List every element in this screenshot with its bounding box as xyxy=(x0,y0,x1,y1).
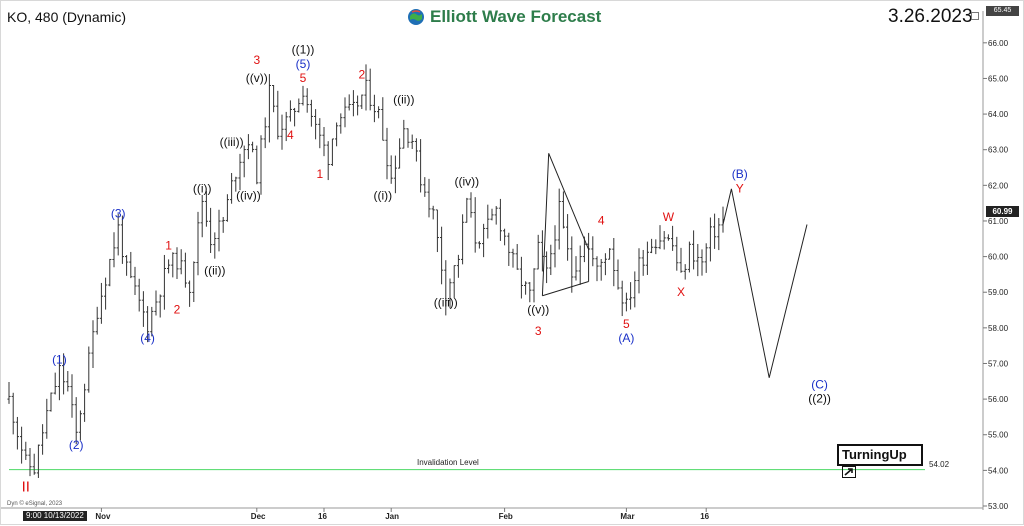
wave-label: ((i)) xyxy=(373,189,392,203)
arrow-up-right-icon xyxy=(842,466,856,478)
wave-label: 5 xyxy=(300,71,307,85)
wave-label: (A) xyxy=(618,331,634,345)
wave-label: II xyxy=(22,479,30,496)
y-tick-label: 61.00 xyxy=(988,217,1009,226)
window-control-icon[interactable] xyxy=(971,12,979,20)
wave-label: 1 xyxy=(316,167,323,181)
invalidation-label: Invalidation Level xyxy=(417,458,479,467)
wave-label: (4) xyxy=(140,331,155,345)
x-tick-label: Nov xyxy=(95,512,111,521)
x-tick-label: 16 xyxy=(700,512,709,521)
start-date-tag: 9:00 10/13/2022 xyxy=(23,511,87,521)
wave-label: (C) xyxy=(811,377,828,391)
y-tick-label: 62.00 xyxy=(988,181,1009,190)
y-tick-label: 55.00 xyxy=(988,431,1009,440)
x-tick-label: Jan xyxy=(385,512,399,521)
axis-layer: 53.00 54.00 55.00 56.00 57.00 58.00 59.00 60.00… xyxy=(1,11,1009,521)
wave-label: ((ii)) xyxy=(204,263,225,277)
chart-date: 3.26.2023 xyxy=(888,6,973,27)
x-tick-label: Dec xyxy=(251,512,266,521)
wave-label: 4 xyxy=(598,214,605,228)
y-tick-label: 53.00 xyxy=(988,502,1009,511)
wave-labels-layer: II (1) (2) (3) (4) 1 2 ((i)) ((ii)) ((iii)) ((iv))… xyxy=(22,43,831,496)
y-tick-label: 59.00 xyxy=(988,288,1009,297)
wave-label: 1 xyxy=(165,238,172,252)
wave-label: ((iv)) xyxy=(454,174,479,188)
price-bars-layer xyxy=(7,64,725,478)
y-tick-label: 60.00 xyxy=(988,253,1009,262)
y-tick-label: 65.00 xyxy=(988,74,1009,83)
symbol-title: KO, 480 (Dynamic) xyxy=(7,9,127,25)
projection-layer xyxy=(541,153,808,378)
last-price-tag: 60.99 xyxy=(986,206,1019,217)
brand-logo: Elliott Wave Forecast xyxy=(407,7,601,27)
wave-label: X xyxy=(677,285,685,299)
wave-label: W xyxy=(663,210,675,224)
wave-label: ((v)) xyxy=(246,71,268,85)
y-tick-label: 64.00 xyxy=(988,110,1009,119)
wave-label: 3 xyxy=(535,324,542,338)
wave-label: 4 xyxy=(287,128,294,142)
triangle-lower-line xyxy=(542,281,589,297)
brand-name: Elliott Wave Forecast xyxy=(430,7,602,26)
triangle-pattern xyxy=(541,153,590,296)
wave-label: Y xyxy=(736,181,744,195)
wave-label: 3 xyxy=(253,53,260,67)
wave-label: ((v)) xyxy=(527,303,549,317)
wave-label: (3) xyxy=(111,206,126,220)
y-tick-label: 66.00 xyxy=(988,39,1009,48)
wave-label: (1) xyxy=(52,352,67,366)
projection-path xyxy=(722,188,808,378)
wave-label: 2 xyxy=(358,67,365,81)
wave-label: ((1)) xyxy=(292,43,315,57)
data-credit: Dyn © eSignal, 2023 xyxy=(7,501,63,507)
y-tick-label: 58.00 xyxy=(988,324,1009,333)
x-tick-label: 16 xyxy=(318,512,327,521)
turningup-logo: TurningUp xyxy=(837,444,923,478)
wave-label: (2) xyxy=(69,438,84,452)
y-tick-label: 63.00 xyxy=(988,146,1009,155)
wave-label: ((ii)) xyxy=(393,92,414,106)
wave-label: (5) xyxy=(296,57,311,71)
wave-label: 2 xyxy=(174,303,181,317)
turningup-text: TurningUp xyxy=(842,447,907,462)
wave-label: ((2)) xyxy=(808,392,831,406)
globe-icon xyxy=(408,9,424,25)
y-tick-label: 57.00 xyxy=(988,359,1009,368)
wave-label: ((iv)) xyxy=(236,189,261,203)
high-price-tag: 65.45 xyxy=(986,6,1019,16)
invalidation-value: 54.02 xyxy=(929,460,950,469)
wave-label: ((i)) xyxy=(193,181,212,195)
wave-label: 5 xyxy=(623,317,630,331)
wave-label: ((iii)) xyxy=(220,135,244,149)
x-tick-label: Mar xyxy=(620,512,634,521)
wave-label: (B) xyxy=(732,167,748,181)
y-tick-label: 54.00 xyxy=(988,466,1009,475)
wave-label: ((iii)) xyxy=(434,295,458,309)
x-tick-label: Feb xyxy=(499,512,513,521)
y-tick-label: 56.00 xyxy=(988,395,1009,404)
